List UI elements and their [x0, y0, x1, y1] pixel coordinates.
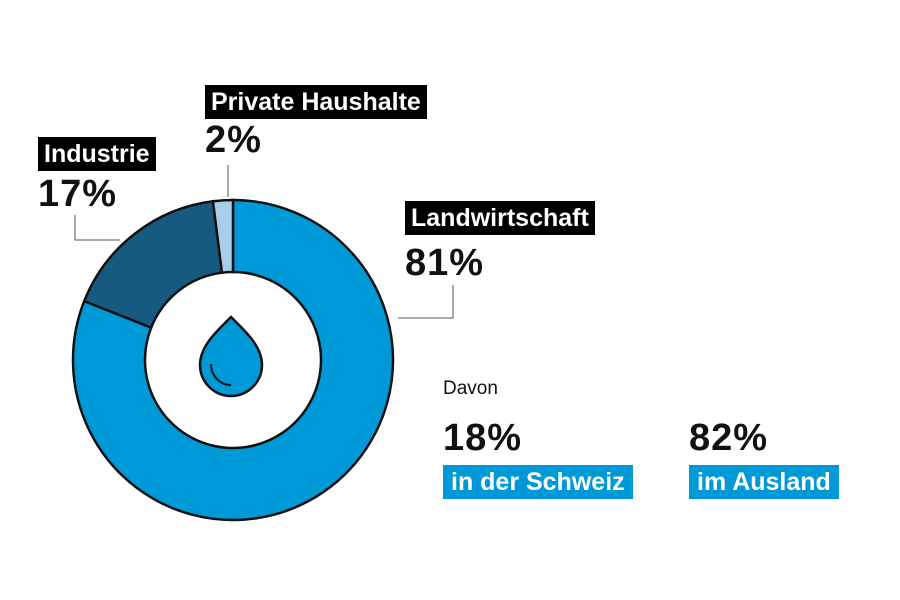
donut-slice-industrie [82, 199, 224, 330]
breakdown-intro: Davon [443, 378, 498, 399]
leader-line-landwirtschaft [398, 285, 454, 319]
value-schweiz: 18% [443, 417, 523, 459]
label-ausland: im Ausland [689, 465, 839, 499]
label-landwirtschaft: Landwirtschaft [405, 201, 595, 235]
donut-slice-landwirtschaft [71, 198, 395, 522]
label-industrie: Industrie [38, 137, 156, 171]
water-drop-icon [198, 315, 264, 398]
leader-line-industrie [74, 215, 120, 241]
value-ausland: 82% [689, 417, 769, 459]
label-private-haushalte: Private Haushalte [205, 85, 427, 119]
value-industrie: 17% [38, 173, 118, 215]
value-landwirtschaft: 81% [405, 242, 485, 284]
label-schweiz: in der Schweiz [443, 465, 633, 499]
value-private-haushalte: 2% [205, 119, 262, 161]
donut-slice-private-haushalte [211, 198, 235, 275]
